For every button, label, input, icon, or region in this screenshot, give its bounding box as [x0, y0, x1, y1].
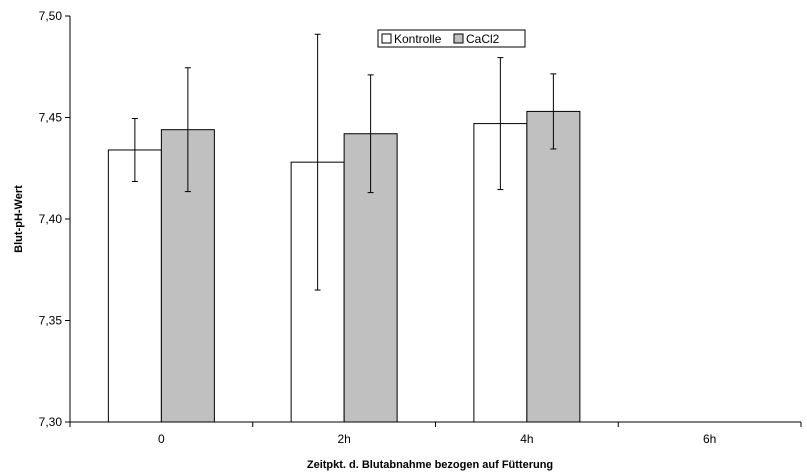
legend-swatch-cacl2 — [453, 33, 464, 44]
bar-cacl2 — [526, 110, 581, 423]
y-tick-label: 7,30 — [39, 415, 63, 429]
y-tick-label: 7,50 — [39, 9, 63, 23]
x-tick-label: 2h — [337, 432, 350, 446]
legend-label-kontrolle: Kontrolle — [394, 32, 442, 46]
x-axis-label: Zeitpkt. d. Blutabnahme bezogen auf Fütt… — [307, 459, 553, 471]
y-tick-label: 7,40 — [39, 212, 63, 226]
legend: Kontrolle CaCl2 — [377, 29, 526, 48]
y-ticks: 7,30 7,35 7,40 7,45 7,50 — [39, 9, 70, 429]
legend-label-cacl2: CaCl2 — [466, 32, 500, 46]
bar-kontrolle — [107, 149, 162, 423]
x-ticks: 0 2h 4h 6h — [69, 422, 802, 446]
x-tick-label: 6h — [703, 432, 716, 446]
y-axis-label: Blut-pH-Wert — [13, 185, 25, 253]
x-tick-label: 4h — [520, 432, 533, 446]
x-tick-label: 0 — [158, 432, 165, 446]
y-tick-label: 7,35 — [39, 314, 63, 328]
bars-layer — [107, 110, 581, 423]
y-tick-label: 7,45 — [39, 111, 63, 125]
legend-swatch-kontrolle — [381, 33, 392, 44]
legend-box — [377, 29, 526, 48]
error-bars-layer — [131, 33, 557, 291]
